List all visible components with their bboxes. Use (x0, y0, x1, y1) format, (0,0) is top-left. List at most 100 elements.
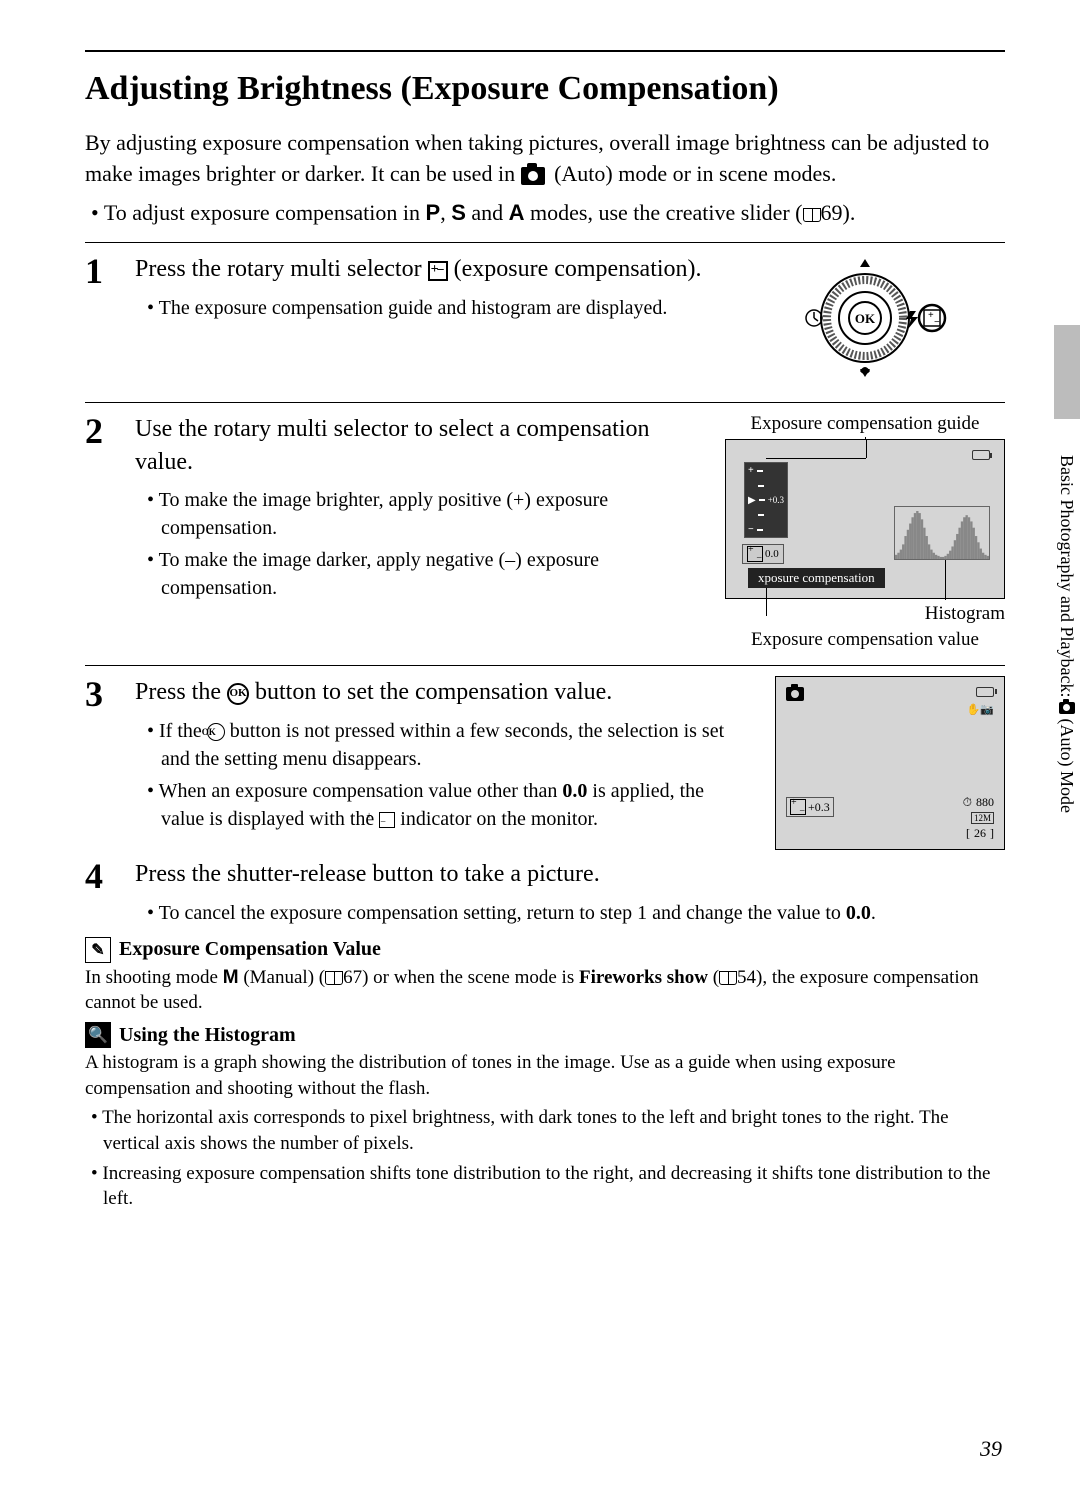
s4b1a: To cancel the exposure compensation sett… (159, 902, 846, 924)
ev-badge: 0.0 (742, 544, 784, 564)
note2-bullet-1: The horizontal axis corresponds to pixel… (103, 1105, 1005, 1156)
side-pre: Basic Photography and Playback: (1057, 455, 1077, 702)
camera-mode-icon (786, 687, 804, 701)
frames-bracket-2: ] (990, 826, 994, 841)
histogram-mini (894, 506, 990, 560)
step-3-bullet-1: If the OK button is not pressed within a… (161, 717, 745, 773)
step-4-bullet-1: To cancel the exposure compensation sett… (161, 899, 1005, 927)
ev-value-2: +0.3 (808, 800, 830, 815)
camera-screen-3: ✋📷 +0.3 ⏱ 880 12M [26] (775, 676, 1005, 850)
n1b: (Manual) ( (239, 967, 326, 988)
ok-button-icon: OK (227, 683, 249, 705)
label-histogram: Histogram (725, 603, 1005, 625)
scale-val: +0.3 (768, 495, 784, 505)
n1o: ( (708, 967, 719, 988)
intro-bullet-pre: To adjust exposure compensation in (104, 200, 426, 225)
step-3-number: 3 (85, 676, 115, 850)
s3b2a: When an exposure compensation value othe… (159, 780, 563, 802)
step-4-number: 4 (85, 858, 115, 930)
note2-header: Using the Histogram (119, 1024, 296, 1047)
step-4-title: Press the shutter-release button to take… (135, 858, 1005, 890)
book-icon (803, 208, 821, 222)
frames-bracket: [ (966, 826, 970, 841)
book-icon-3 (719, 971, 737, 985)
intro-bullet-post: modes, use the creative slider ( (525, 200, 803, 225)
step-2-title: Use the rotary multi selector to select … (135, 413, 705, 478)
side-tab: Basic Photography and Playback: (Auto) M… (1048, 455, 1080, 975)
side-post: (Auto) Mode (1057, 714, 1077, 813)
ec-scale: + ▶+0.3 − (744, 462, 788, 538)
time-val: 880 (976, 795, 994, 810)
svg-text:OK: OK (855, 311, 876, 326)
intro-bullet-ref: 69 (821, 200, 843, 225)
step-2-bullet-1: To make the image brighter, apply positi… (161, 486, 705, 542)
step-4: 4 Press the shutter-release button to ta… (85, 854, 1005, 930)
note2-bullet-2: Increasing exposure compensation shifts … (103, 1161, 1005, 1212)
s4b1b: 0.0 (846, 902, 871, 924)
size-icon: 12M (971, 812, 994, 824)
step-1: 1 Press the rotary multi selector (expos… (85, 242, 1005, 388)
page-number: 39 (980, 1436, 1002, 1462)
frames-val: 26 (974, 826, 986, 841)
step-2-bullet-2: To make the image darker, apply negative… (161, 546, 705, 602)
s4b1c: . (871, 902, 876, 924)
s3b1b: button is not pressed within a few secon… (161, 720, 724, 770)
mode-a: A (509, 200, 525, 225)
n1bold: Fireworks show (579, 967, 708, 988)
step-2-diagram: Exposure compensation guide + ▶+0.3 − 0.… (725, 413, 1005, 651)
step-1-number: 1 (85, 253, 115, 388)
step3-title-pre: Press the (135, 679, 227, 705)
rotary-selector-diagram: OK + − (725, 253, 1005, 388)
battery-icon (972, 450, 990, 460)
screen3-bottom-right: ⏱ 880 12M [26] (963, 793, 994, 841)
exposure-comp-icon (428, 261, 448, 281)
bulb-icon: 🔍 (85, 1022, 111, 1048)
intro-bullet: To adjust exposure compensation in P, S … (85, 198, 1005, 229)
intro-text-2: (Auto) mode or in scene modes. (549, 161, 837, 186)
svg-text:−: − (934, 317, 940, 328)
step-2-number: 2 (85, 413, 115, 651)
camera-screen-2: + ▶+0.3 − 0.0 xposure compensation (725, 439, 1005, 599)
mode-s: S (451, 200, 466, 225)
camera-icon-side (1059, 702, 1075, 714)
step-3: 3 Press the OK button to set the compens… (85, 665, 1005, 850)
s3b2b: 0.0 (562, 780, 587, 802)
s3b2d: indicator on the monitor. (395, 808, 598, 830)
ev-badge-2: +0.3 (786, 797, 834, 817)
label-ec-guide: Exposure compensation guide (725, 413, 1005, 435)
n1r1: 67 (343, 967, 362, 988)
step-1-title: Press the rotary multi selector (exposur… (135, 253, 705, 285)
intro-paragraph: By adjusting exposure compensation when … (85, 128, 1005, 190)
side-tab-marker (1054, 325, 1080, 419)
step1-title-pre: Press the rotary multi selector (135, 256, 428, 282)
mode-p: P (426, 200, 441, 225)
ec-label-on-screen: xposure compensation (748, 568, 885, 588)
note1-header: Exposure Compensation Value (119, 938, 381, 961)
note-ec-value: ✎ Exposure Compensation Value In shootin… (85, 937, 1005, 1016)
step1-title-post: (exposure compensation). (448, 256, 702, 282)
step-2: 2 Use the rotary multi selector to selec… (85, 402, 1005, 651)
ec-small-icon-2 (790, 799, 806, 815)
intro-bullet-end: ). (843, 200, 856, 225)
step-3-title: Press the OK button to set the compensat… (135, 676, 745, 708)
ec-indicator-icon (379, 812, 395, 828)
note2-body: A histogram is a graph showing the distr… (85, 1050, 1005, 1101)
step3-title-post: button to set the compensation value. (249, 679, 612, 705)
n1a: In shooting mode (85, 967, 223, 988)
step-1-bullet-1: The exposure compensation guide and hist… (161, 294, 705, 322)
ec-small-icon (747, 546, 763, 562)
note1-body: In shooting mode M (Manual) (67) or when… (85, 965, 1005, 1016)
side-text: Basic Photography and Playback: (Auto) M… (1056, 455, 1078, 813)
pencil-icon: ✎ (85, 937, 111, 963)
ev-value: 0.0 (765, 548, 779, 560)
ok-button-icon-small: OK (207, 723, 225, 741)
hand-icon: ✋📷 (967, 703, 994, 716)
n1c: ) or when the scene mode is (362, 967, 579, 988)
note-histogram: 🔍 Using the Histogram A histogram is a g… (85, 1022, 1005, 1212)
camera-icon (521, 167, 545, 185)
s3b1a: If the (159, 720, 207, 742)
battery-icon-2 (976, 687, 994, 697)
step-3-bullet-2: When an exposure compensation value othe… (161, 777, 745, 833)
label-ec-value: Exposure compensation value (725, 629, 1005, 651)
time-icon: ⏱ (963, 795, 972, 810)
